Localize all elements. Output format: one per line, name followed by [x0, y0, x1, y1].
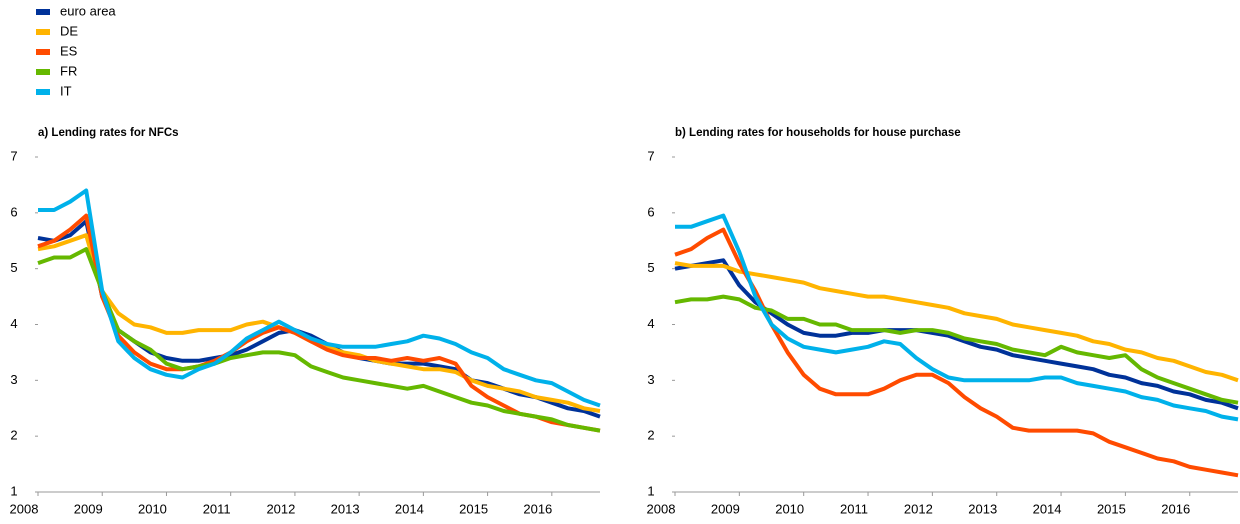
x-tick-label: 2015	[459, 501, 488, 516]
y-tick-label: 2	[10, 428, 17, 443]
y-tick-label: 7	[10, 148, 17, 163]
legend-swatch	[36, 9, 50, 15]
x-tick-label: 2009	[74, 501, 103, 516]
y-tick-label: 6	[647, 204, 654, 219]
y-tick-label: 4	[10, 316, 17, 331]
series-line: IT	[38, 188, 601, 408]
y-tick-label: 1	[10, 483, 17, 498]
x-tick-label: 2011	[840, 501, 868, 516]
chart-title: b) Lending rates for households for hous…	[675, 127, 961, 139]
x-tick-label: 2012	[904, 501, 933, 516]
x-tick-label: 2016	[523, 501, 552, 516]
legend-label: IT	[60, 83, 72, 98]
y-tick-label: 1	[647, 483, 654, 498]
legend-label: DE	[60, 23, 78, 38]
x-tick-label: 2013	[968, 501, 997, 516]
legend-label: FR	[60, 63, 77, 78]
legend-swatch	[36, 69, 50, 75]
series-line: FR	[37, 247, 601, 433]
legend-label: euro area	[60, 3, 116, 18]
chart-title: a) Lending rates for NFCs	[38, 127, 179, 139]
y-tick-label: 5	[647, 260, 654, 275]
x-tick-label: 2009	[711, 501, 740, 516]
legend-swatch	[36, 49, 50, 55]
x-tick-label: 2014	[395, 501, 424, 516]
series-line: FR	[674, 294, 1239, 405]
x-tick-label: 2012	[266, 501, 295, 516]
y-tick-label: 7	[647, 148, 654, 163]
x-tick-label: 2016	[1161, 501, 1190, 516]
y-tick-label: 2	[647, 428, 654, 443]
series-line: DE	[674, 261, 1239, 383]
y-tick-label: 6	[10, 204, 17, 219]
series-line: ES	[37, 213, 601, 433]
x-tick-label: 2014	[1033, 501, 1062, 516]
x-tick-label: 2013	[331, 501, 360, 516]
series-line: ES	[674, 227, 1239, 478]
x-tick-label: 2010	[775, 501, 804, 516]
x-tick-label: 2015	[1097, 501, 1126, 516]
legend-label: ES	[60, 43, 78, 58]
x-tick-label: 2011	[203, 501, 231, 516]
x-tick-label: 2008	[647, 501, 676, 516]
series-line: DE	[37, 233, 601, 413]
y-tick-label: 4	[647, 316, 654, 331]
legend-swatch	[36, 29, 50, 35]
legend-swatch	[36, 89, 50, 95]
y-tick-label: 3	[10, 372, 17, 387]
y-tick-label: 3	[647, 372, 654, 387]
x-tick-label: 2008	[10, 501, 39, 516]
series-line: IT	[675, 213, 1239, 422]
x-tick-label: 2010	[138, 501, 167, 516]
series-line: euro area	[37, 219, 601, 419]
y-tick-label: 5	[10, 260, 17, 275]
